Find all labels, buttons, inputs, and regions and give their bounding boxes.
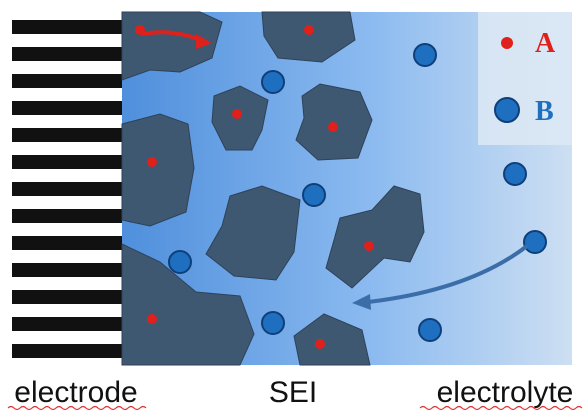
legend-b: B bbox=[535, 96, 554, 127]
legend-a: A bbox=[535, 28, 556, 59]
legend-box bbox=[478, 12, 572, 145]
electrolyte-label: electrolyte bbox=[437, 376, 574, 409]
legend-b-marker bbox=[495, 98, 519, 122]
legend-a-marker bbox=[501, 37, 513, 49]
diagram: A B electrode SEI electrolyte bbox=[0, 0, 584, 411]
electrode-label: electrode bbox=[14, 376, 137, 409]
sei-label: SEI bbox=[269, 376, 317, 409]
